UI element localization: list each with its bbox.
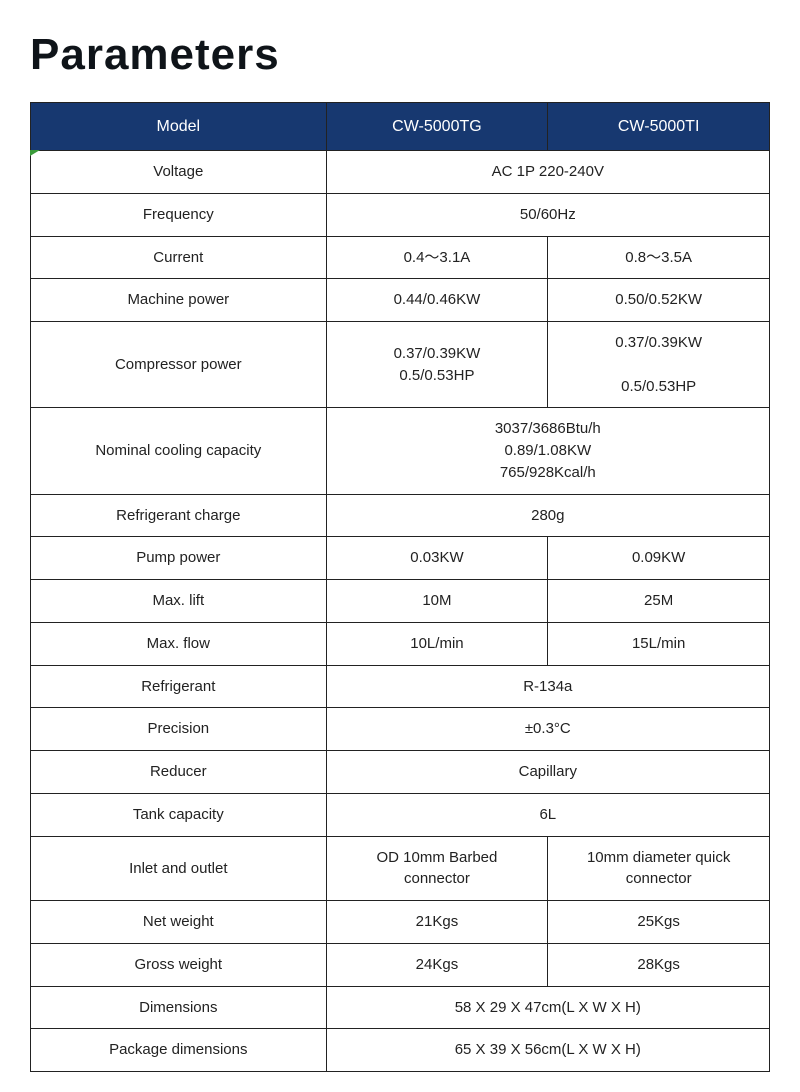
value-line: 0.89/1.08KW — [335, 440, 761, 462]
row-label: Refrigerant charge — [31, 494, 327, 537]
row-value-ti: 15L/min — [548, 622, 770, 665]
table-row: Net weight21Kgs25Kgs — [31, 901, 770, 944]
parameters-table: Model CW-5000TG CW-5000TI VoltageAC 1P 2… — [30, 102, 770, 1072]
row-label: Compressor power — [31, 322, 327, 408]
table-row: Tank capacity6L — [31, 793, 770, 836]
row-value-merged: 58 X 29 X 47cm(L X W X H) — [326, 986, 769, 1029]
value-line: 3037/3686Btu/h — [335, 418, 761, 440]
row-value-merged: Capillary — [326, 751, 769, 794]
row-value-ti: 28Kgs — [548, 943, 770, 986]
row-label: Machine power — [31, 279, 327, 322]
value-line: 765/928Kcal/h — [335, 462, 761, 484]
table-row: Precision±0.3°C — [31, 708, 770, 751]
row-value-merged: AC 1P 220-240V — [326, 151, 769, 194]
row-label: Reducer — [31, 751, 327, 794]
row-value-tg: 0.44/0.46KW — [326, 279, 548, 322]
value-line: connector — [556, 868, 761, 890]
row-value-merged: 6L — [326, 793, 769, 836]
table-row: VoltageAC 1P 220-240V — [31, 151, 770, 194]
table-row: Compressor power0.37/0.39KW0.5/0.53HP0.3… — [31, 322, 770, 408]
col-header-tg: CW-5000TG — [326, 103, 548, 151]
row-label: Net weight — [31, 901, 327, 944]
table-header-row: Model CW-5000TG CW-5000TI — [31, 103, 770, 151]
value-line: OD 10mm Barbed — [335, 847, 540, 869]
row-value-tg: 24Kgs — [326, 943, 548, 986]
row-value-tg: 0.03KW — [326, 537, 548, 580]
table-row: ReducerCapillary — [31, 751, 770, 794]
table-row: Inlet and outletOD 10mm Barbedconnector1… — [31, 836, 770, 901]
row-value-ti: 0.09KW — [548, 537, 770, 580]
row-label: Gross weight — [31, 943, 327, 986]
row-label: Inlet and outlet — [31, 836, 327, 901]
row-label: Precision — [31, 708, 327, 751]
row-label: Max. flow — [31, 622, 327, 665]
table-row: Max. lift10M25M — [31, 580, 770, 623]
row-value-ti: 25M — [548, 580, 770, 623]
row-value-merged: 50/60Hz — [326, 193, 769, 236]
value-line: 0.5/0.53HP — [556, 376, 761, 398]
col-header-model: Model — [31, 103, 327, 151]
row-label: Current — [31, 236, 327, 279]
value-line: 0.37/0.39KW — [335, 343, 540, 365]
row-value-ti: 0.8～3.5A — [548, 236, 770, 279]
row-value-ti: 10mm diameter quickconnector — [548, 836, 770, 901]
page-title: Parameters — [30, 30, 770, 80]
value-line — [556, 354, 761, 376]
row-value-ti: 0.50/0.52KW — [548, 279, 770, 322]
row-value-ti: 25Kgs — [548, 901, 770, 944]
row-value-tg: 0.4～3.1A — [326, 236, 548, 279]
value-line: 10mm diameter quick — [556, 847, 761, 869]
row-value-tg: 10M — [326, 580, 548, 623]
table-row: Frequency50/60Hz — [31, 193, 770, 236]
table-row: Max. flow10L/min15L/min — [31, 622, 770, 665]
table-row: Machine power0.44/0.46KW0.50/0.52KW — [31, 279, 770, 322]
row-value-merged: 280g — [326, 494, 769, 537]
table-row: Current0.4～3.1A0.8～3.5A — [31, 236, 770, 279]
row-value-merged: ±0.3°C — [326, 708, 769, 751]
row-label: Tank capacity — [31, 793, 327, 836]
value-line: 0.37/0.39KW — [556, 332, 761, 354]
table-row: Nominal cooling capacity3037/3686Btu/h0.… — [31, 408, 770, 494]
row-value-tg: 21Kgs — [326, 901, 548, 944]
row-label: Dimensions — [31, 986, 327, 1029]
value-line: 0.5/0.53HP — [335, 365, 540, 387]
row-value-tg: OD 10mm Barbedconnector — [326, 836, 548, 901]
table-row: RefrigerantR-134a — [31, 665, 770, 708]
table-row: Pump power0.03KW0.09KW — [31, 537, 770, 580]
row-label: Package dimensions — [31, 1029, 327, 1072]
row-label: Refrigerant — [31, 665, 327, 708]
row-value-merged: 3037/3686Btu/h0.89/1.08KW765/928Kcal/h — [326, 408, 769, 494]
row-label: Nominal cooling capacity — [31, 408, 327, 494]
value-line: connector — [335, 868, 540, 890]
row-value-ti: 0.37/0.39KW 0.5/0.53HP — [548, 322, 770, 408]
row-label: Max. lift — [31, 580, 327, 623]
row-label: Frequency — [31, 193, 327, 236]
col-header-ti: CW-5000TI — [548, 103, 770, 151]
row-value-tg: 10L/min — [326, 622, 548, 665]
row-value-merged: R-134a — [326, 665, 769, 708]
table-row: Refrigerant charge280g — [31, 494, 770, 537]
table-row: Package dimensions65 X 39 X 56cm(L X W X… — [31, 1029, 770, 1072]
row-value-merged: 65 X 39 X 56cm(L X W X H) — [326, 1029, 769, 1072]
row-label: Pump power — [31, 537, 327, 580]
row-label: Voltage — [31, 151, 327, 194]
row-value-tg: 0.37/0.39KW0.5/0.53HP — [326, 322, 548, 408]
table-row: Dimensions58 X 29 X 47cm(L X W X H) — [31, 986, 770, 1029]
table-row: Gross weight24Kgs28Kgs — [31, 943, 770, 986]
